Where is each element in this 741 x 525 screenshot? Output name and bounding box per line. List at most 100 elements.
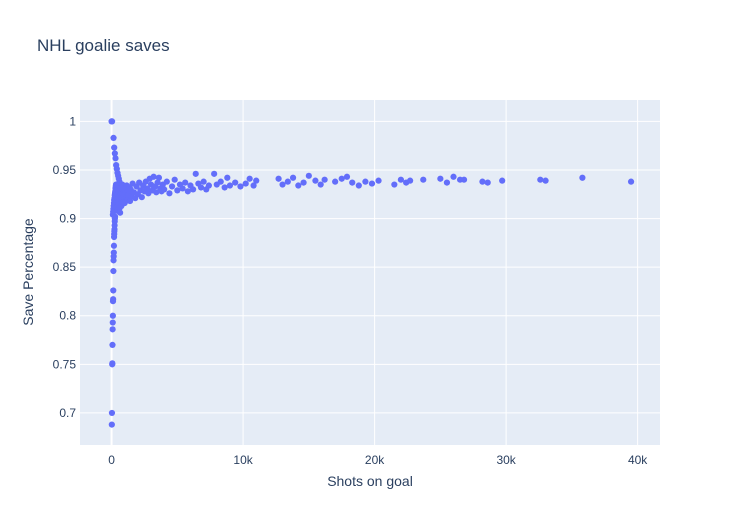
data-point (150, 173, 157, 180)
data-point (190, 186, 197, 193)
y-tick-label: 0.8 (59, 309, 76, 323)
y-axis-ticks: 0.7 0.75 0.8 0.85 0.9 0.95 1 (53, 114, 77, 420)
data-point (111, 144, 118, 151)
data-point (250, 182, 257, 189)
data-point (182, 179, 189, 186)
plot-background (80, 100, 660, 445)
data-point (197, 184, 205, 191)
y-tick-label: 0.7 (59, 406, 76, 420)
data-point (155, 174, 163, 181)
x-tick-label: 10k (233, 453, 253, 467)
data-point (110, 134, 117, 142)
chart-title: NHL goalie saves (37, 36, 170, 55)
data-point (397, 176, 405, 183)
data-point (174, 187, 181, 194)
x-axis-ticks: 0 10k 20k 30k 40k (108, 453, 648, 467)
data-point (317, 181, 324, 188)
data-point (109, 326, 116, 333)
data-point (537, 176, 544, 183)
data-point (391, 181, 398, 188)
data-point (166, 190, 173, 197)
data-points (108, 118, 635, 428)
data-point (305, 172, 312, 179)
data-point (221, 184, 228, 191)
data-point (407, 177, 414, 184)
data-point (284, 178, 291, 185)
y-axis-title: Save Percentage (20, 218, 36, 326)
data-point (108, 421, 115, 428)
data-point (420, 176, 427, 183)
y-tick-label: 0.75 (53, 357, 77, 371)
data-point (179, 185, 186, 192)
data-point (217, 178, 224, 185)
data-point (110, 249, 117, 256)
data-point (224, 174, 231, 181)
data-point (355, 182, 362, 189)
data-point (117, 209, 124, 216)
y-tick-label: 1 (69, 114, 76, 128)
data-point (109, 319, 116, 326)
data-point (110, 267, 117, 275)
data-point (111, 150, 118, 157)
data-point (171, 176, 178, 183)
data-point (138, 194, 145, 201)
data-point (579, 174, 586, 181)
data-point (321, 176, 328, 183)
data-point (275, 175, 282, 182)
data-point (110, 242, 118, 249)
data-point (161, 186, 168, 193)
data-point (192, 170, 199, 177)
data-point (343, 173, 351, 180)
x-axis-title: Shots on goal (327, 473, 413, 489)
data-point (108, 118, 116, 125)
data-point (375, 177, 382, 184)
data-point (450, 173, 457, 180)
y-tick-label: 0.95 (53, 163, 77, 177)
data-point (332, 178, 339, 185)
data-point (246, 175, 253, 182)
data-point (242, 180, 249, 187)
data-point (312, 177, 319, 184)
x-tick-label: 20k (365, 453, 385, 467)
data-point (253, 177, 260, 184)
data-point (499, 177, 506, 184)
data-point (300, 179, 307, 186)
data-point (200, 178, 207, 185)
data-point (143, 185, 151, 192)
data-point (168, 183, 176, 190)
data-point (109, 312, 116, 319)
data-point (211, 170, 218, 177)
data-point (226, 182, 234, 189)
data-point (126, 197, 134, 205)
data-point (110, 296, 117, 303)
data-point (108, 409, 116, 417)
data-point (154, 179, 161, 186)
data-point (368, 180, 376, 187)
data-point (362, 178, 369, 185)
data-point (184, 188, 191, 195)
data-point (443, 179, 451, 186)
x-tick-label: 30k (496, 453, 516, 467)
data-point (153, 189, 160, 196)
data-point (109, 360, 116, 367)
data-point (205, 182, 212, 189)
data-point (279, 181, 286, 188)
data-point (338, 175, 345, 182)
data-point (460, 176, 468, 183)
data-point (627, 178, 635, 185)
y-tick-label: 0.85 (53, 260, 77, 274)
y-tick-label: 0.9 (59, 212, 76, 226)
data-point (112, 155, 119, 162)
grid-lines (80, 100, 660, 445)
data-point (289, 174, 297, 181)
data-point (110, 287, 117, 294)
data-point (479, 178, 486, 185)
data-point (437, 175, 444, 182)
data-point (542, 177, 549, 184)
x-tick-label: 0 (108, 453, 115, 467)
data-point (237, 183, 244, 190)
data-point (295, 182, 302, 189)
data-point (349, 179, 356, 186)
x-tick-label: 40k (628, 453, 648, 467)
